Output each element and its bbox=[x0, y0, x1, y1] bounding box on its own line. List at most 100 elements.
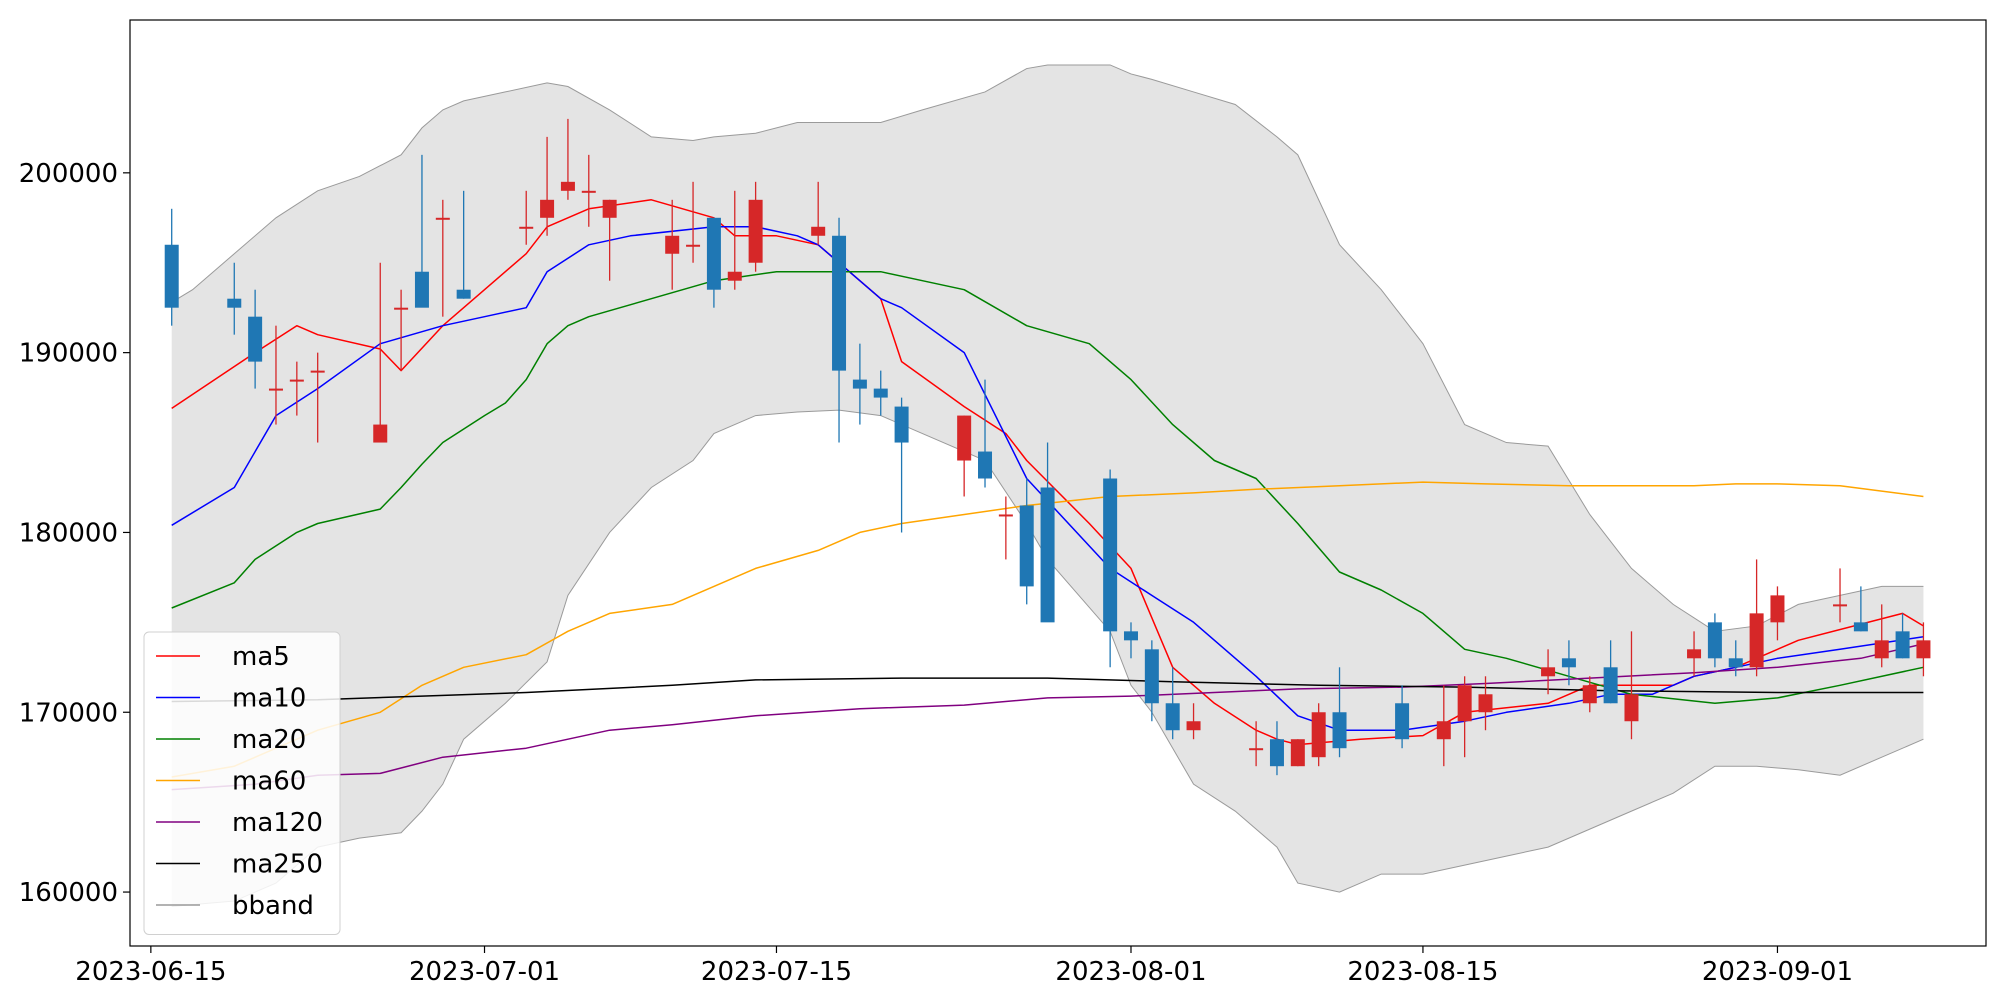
candle-body bbox=[1311, 712, 1326, 758]
y-tick-label: 170000 bbox=[19, 698, 118, 728]
candle-body bbox=[894, 406, 909, 443]
candle-body bbox=[1541, 667, 1556, 677]
legend: ma5 ma10 ma20 ma60 ma120 ma250 bband bbox=[143, 631, 341, 935]
candle bbox=[1165, 667, 1180, 740]
candle bbox=[852, 343, 867, 425]
legend-entry: bband bbox=[156, 891, 314, 921]
x-tick-label: 2023-06-15 bbox=[75, 957, 226, 987]
candle-body bbox=[978, 451, 993, 479]
candle bbox=[373, 262, 388, 443]
candle-body bbox=[873, 388, 888, 398]
candle-body bbox=[540, 199, 555, 218]
y-tick-label: 200000 bbox=[19, 159, 118, 189]
candle-body bbox=[1436, 721, 1451, 740]
legend-entry: ma10 bbox=[156, 684, 306, 714]
candle bbox=[1895, 613, 1910, 659]
candle-body bbox=[832, 235, 847, 371]
candle bbox=[268, 325, 283, 425]
candle bbox=[686, 181, 701, 263]
candle-body bbox=[1040, 487, 1055, 623]
candle-body bbox=[748, 199, 763, 263]
legend-entry: ma20 bbox=[156, 725, 306, 755]
candle bbox=[1582, 676, 1597, 713]
candle bbox=[1290, 739, 1305, 767]
legend-entry: ma5 bbox=[156, 642, 290, 672]
candle-body bbox=[1624, 694, 1639, 722]
candle-body bbox=[414, 271, 429, 308]
candle-body bbox=[519, 226, 534, 229]
candle bbox=[1103, 469, 1118, 668]
series-line-ma120 bbox=[171, 643, 1924, 791]
x-tick-label: 2023-07-01 bbox=[409, 957, 560, 987]
candle-body bbox=[1874, 640, 1889, 659]
candle bbox=[289, 361, 304, 416]
candle bbox=[394, 289, 409, 371]
candle-body bbox=[1707, 622, 1722, 659]
candle bbox=[1040, 442, 1055, 623]
candle bbox=[957, 415, 972, 497]
candle bbox=[1603, 640, 1618, 704]
legend-label: ma60 bbox=[232, 767, 306, 797]
candle-body bbox=[1561, 658, 1576, 668]
candle bbox=[1478, 676, 1493, 731]
x-tick-label: 2023-08-15 bbox=[1347, 957, 1498, 987]
candle bbox=[1457, 676, 1472, 758]
y-tick-label: 190000 bbox=[19, 339, 118, 369]
candle bbox=[1833, 568, 1848, 623]
candle-body bbox=[1269, 739, 1284, 767]
candle-body bbox=[310, 370, 325, 373]
candle bbox=[873, 370, 888, 416]
legend-label: ma250 bbox=[232, 850, 323, 880]
candle-body bbox=[373, 424, 388, 443]
candle bbox=[1395, 685, 1410, 749]
candle bbox=[456, 190, 471, 299]
bband-upper-line bbox=[171, 64, 1924, 632]
candle bbox=[665, 199, 680, 290]
candle-body bbox=[394, 307, 409, 310]
candle bbox=[248, 289, 263, 389]
candle-body bbox=[248, 316, 263, 362]
candle-body bbox=[1687, 649, 1702, 659]
candle-body bbox=[1332, 712, 1347, 749]
candle bbox=[227, 262, 242, 335]
candle-body bbox=[1290, 739, 1305, 767]
candle-body bbox=[727, 271, 742, 281]
candle-body bbox=[1770, 595, 1785, 623]
candle bbox=[435, 199, 450, 317]
candles-layer bbox=[164, 118, 1931, 776]
candle-body bbox=[602, 199, 617, 218]
legend-label: bband bbox=[232, 891, 314, 921]
candle-body bbox=[1019, 505, 1034, 587]
candle bbox=[748, 181, 763, 272]
candle-body bbox=[456, 289, 471, 299]
candle bbox=[310, 352, 325, 443]
candle bbox=[1436, 685, 1451, 767]
candle-body bbox=[1728, 658, 1743, 668]
y-axis: 160000 170000 180000 190000 200000 bbox=[19, 159, 130, 908]
candle-body bbox=[1916, 640, 1931, 659]
x-tick-label: 2023-07-15 bbox=[701, 957, 852, 987]
candle-body bbox=[1144, 649, 1159, 704]
candle-body bbox=[268, 388, 283, 391]
candle bbox=[706, 217, 721, 308]
candle bbox=[560, 118, 575, 200]
candle-body bbox=[1249, 748, 1264, 751]
candle-body bbox=[1123, 631, 1138, 641]
legend-label: ma10 bbox=[232, 684, 306, 714]
candle bbox=[1541, 649, 1556, 695]
legend-entry: ma60 bbox=[156, 767, 306, 797]
plot-frame bbox=[129, 19, 1987, 947]
series-line-ma5 bbox=[171, 199, 1924, 746]
candle-body bbox=[957, 415, 972, 461]
candle-body bbox=[1103, 478, 1118, 632]
candle bbox=[1853, 586, 1868, 632]
candle bbox=[998, 496, 1013, 560]
candle-body bbox=[1603, 667, 1618, 704]
candle bbox=[581, 154, 596, 227]
legend-label: ma20 bbox=[232, 725, 306, 755]
candle bbox=[1269, 721, 1284, 776]
candle-body bbox=[227, 298, 242, 308]
candle-body bbox=[289, 379, 304, 382]
candle-body bbox=[686, 244, 701, 247]
